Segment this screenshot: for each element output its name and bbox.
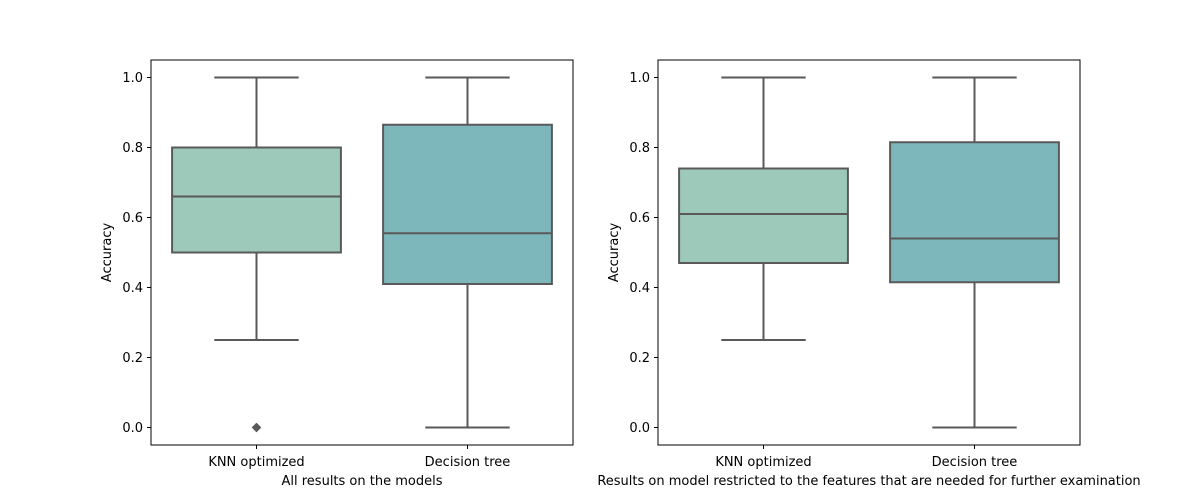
y-tick-label: 1.0 <box>629 71 650 86</box>
y-axis-label: Accuracy <box>607 223 622 283</box>
y-tick-label: 1.0 <box>122 71 143 86</box>
y-axis-label: Accuracy <box>100 223 115 283</box>
y-tick-label: 0.0 <box>629 421 650 436</box>
y-tick-label: 0.2 <box>122 351 143 366</box>
box-body <box>382 123 553 285</box>
box-body <box>889 141 1060 284</box>
x-tick-label: Decision tree <box>425 455 511 470</box>
y-tick-label: 0.6 <box>629 211 650 226</box>
y-tick-label: 0.6 <box>122 211 143 226</box>
y-tick-label: 0.0 <box>122 421 143 436</box>
x-tick-label: Decision tree <box>932 455 1018 470</box>
box-body <box>171 146 342 254</box>
y-tick-label: 0.8 <box>629 141 650 156</box>
x-axis-label: Results on model restricted to the featu… <box>597 474 1140 489</box>
box-decision-tree <box>889 76 1060 429</box>
x-tick-label: KNN optimized <box>208 455 304 470</box>
y-tick-label: 0.4 <box>122 281 143 296</box>
y-tick-label: 0.2 <box>629 351 650 366</box>
box-decision-tree <box>382 76 553 429</box>
x-axis-label: All results on the models <box>282 474 443 489</box>
plot-frame <box>657 59 1081 446</box>
box-body <box>678 167 849 264</box>
left-chart-panel: 0.0 0.2 0.4 0.6 0.8 1.0 KNN optimized Decision … <box>100 59 574 489</box>
y-tick-label: 0.8 <box>122 141 143 156</box>
right-chart-panel: 0.0 0.2 0.4 0.6 0.8 1.0 KNN optimized Decision … <box>597 59 1141 489</box>
box-knn-optimized <box>171 76 342 433</box>
y-tick-label: 0.4 <box>629 281 650 296</box>
box-knn-optimized <box>678 76 849 341</box>
outlier-point <box>251 422 262 433</box>
plot-frame <box>150 59 574 446</box>
x-tick-label: KNN optimized <box>715 455 811 470</box>
